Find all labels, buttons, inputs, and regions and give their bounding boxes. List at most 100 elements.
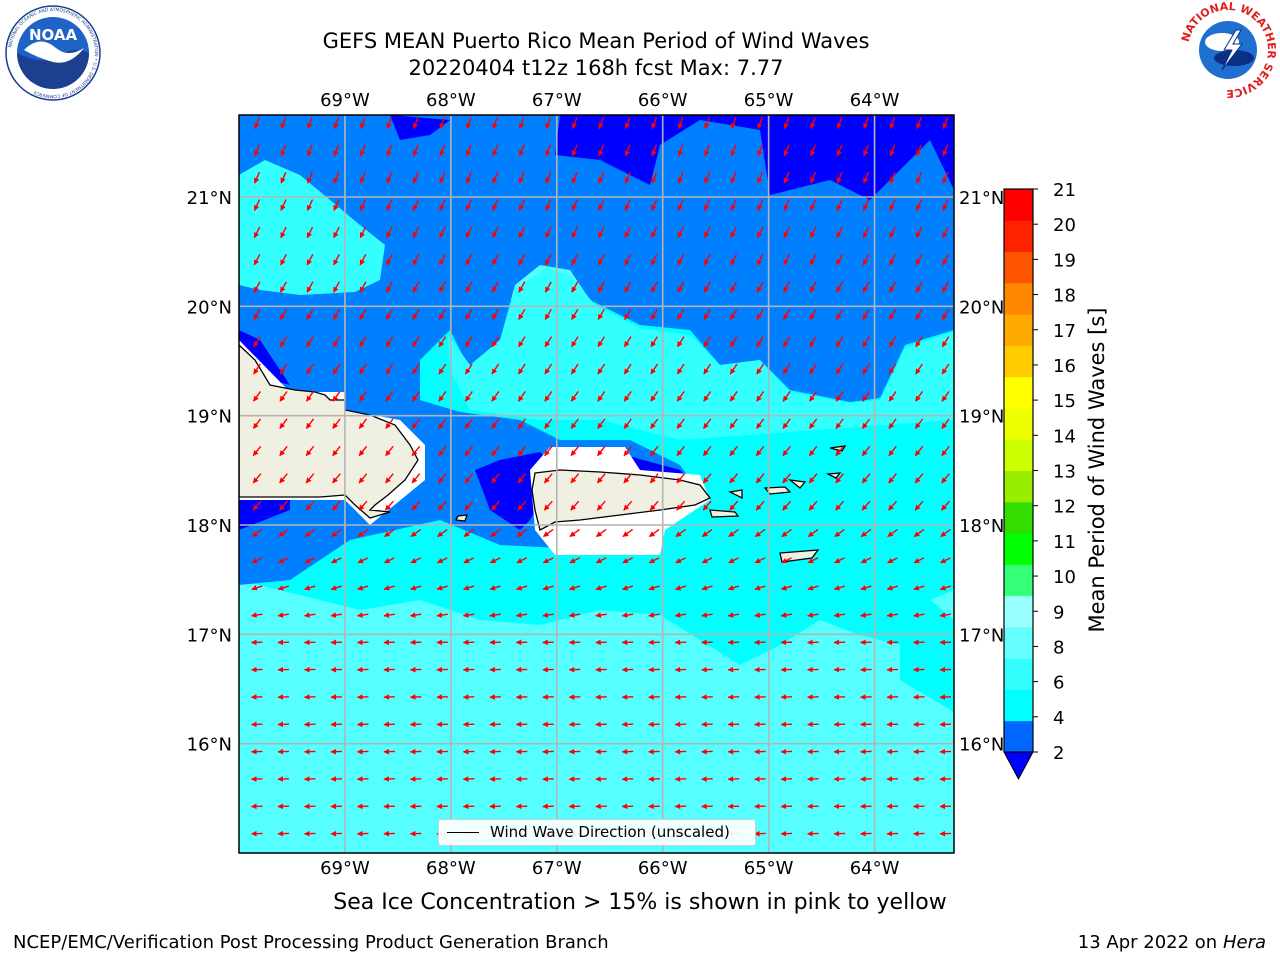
colorbar-tick-label: 19 [1053, 250, 1076, 271]
wave-direction-arrow [939, 585, 951, 591]
wave-direction-arrow [730, 199, 737, 211]
wave-direction-arrow [359, 336, 367, 348]
wave-direction-arrow [729, 308, 738, 320]
wave-direction-arrow [648, 585, 660, 591]
wave-direction-arrow [544, 391, 553, 402]
wave-direction-arrow [518, 117, 525, 130]
wave-direction-arrow [279, 500, 288, 511]
wave-direction-arrow [860, 557, 872, 564]
wave-direction-arrow [597, 336, 606, 348]
lon-tick-label: 68°W [426, 90, 476, 111]
wave-direction-arrow [544, 445, 553, 457]
wave-direction-arrow [465, 199, 473, 211]
land-virgin-islands [455, 445, 847, 563]
wave-direction-arrow [783, 226, 790, 239]
wave-direction-arrow [254, 117, 260, 130]
wave-direction-arrow [279, 281, 288, 293]
wave-direction-arrow [915, 281, 923, 293]
wave-direction-arrow [545, 144, 552, 157]
wave-direction-arrow [862, 254, 870, 266]
wave-direction-arrow [278, 557, 289, 564]
lon-tick-label: 65°W [744, 858, 794, 879]
wave-direction-arrow [438, 254, 446, 266]
wave-direction-arrow [386, 199, 393, 211]
wave-direction-arrow [727, 585, 740, 591]
map-legend: Wind Wave Direction (unscaled) [438, 819, 756, 846]
wave-direction-arrow [332, 391, 341, 402]
wave-direction-arrow [571, 171, 578, 184]
wave-direction-arrow [517, 445, 527, 457]
wave-direction-arrow [545, 226, 552, 239]
wave-direction-arrow [622, 528, 634, 538]
wave-direction-arrow [730, 144, 737, 157]
wave-direction-arrow [649, 473, 659, 484]
wave-direction-arrow [651, 117, 657, 130]
wave-direction-arrow [463, 557, 475, 564]
wave-direction-arrow [279, 363, 288, 375]
wave-direction-arrow [412, 336, 420, 348]
wave-direction-arrow [701, 612, 713, 618]
wave-direction-arrow [543, 500, 553, 511]
wave-direction-arrow [491, 418, 500, 429]
wave-direction-arrow [386, 226, 393, 239]
wave-direction-arrow [570, 391, 579, 402]
wave-direction-arrow [464, 445, 474, 457]
wave-direction-arrow [701, 528, 713, 538]
wave-direction-arrow [280, 171, 287, 184]
wave-direction-arrow [253, 171, 261, 184]
wave-direction-arrow [675, 528, 686, 538]
wave-direction-arrow [889, 254, 896, 266]
wave-direction-arrow [438, 391, 447, 402]
wave-direction-arrow [518, 144, 525, 157]
colorbar-segment [1004, 345, 1033, 378]
wave-direction-arrow [437, 500, 447, 511]
wave-direction-arrow [383, 612, 395, 618]
wave-direction-arrow [491, 308, 500, 320]
wave-direction-arrow [808, 500, 818, 511]
wave-direction-arrow [517, 391, 526, 402]
colorbar-segment [1004, 251, 1033, 284]
wave-direction-arrow [333, 117, 340, 130]
wave-direction-arrow [862, 281, 870, 293]
colorbar-segment [1004, 220, 1033, 253]
wave-direction-arrow [386, 144, 393, 157]
wave-direction-arrow [436, 557, 448, 564]
wave-direction-arrow [889, 117, 896, 130]
wave-direction-arrow [595, 528, 607, 538]
wave-direction-arrow [489, 585, 501, 591]
wave-direction-arrow [623, 336, 632, 348]
wave-direction-arrow [598, 144, 605, 157]
colorbar-tick-label: 9 [1053, 602, 1064, 623]
wave-direction-arrow [623, 418, 632, 429]
wave-direction-arrow [757, 144, 764, 157]
wave-direction-arrow [384, 528, 395, 538]
wave-direction-arrow [809, 336, 817, 348]
wave-direction-arrow [253, 336, 261, 348]
wave-direction-arrow [916, 117, 922, 130]
wave-direction-arrow [730, 281, 738, 293]
wave-direction-arrow [650, 281, 658, 293]
wave-direction-arrow [544, 281, 552, 293]
lat-tick-label: 19°N [187, 407, 232, 428]
wave-direction-arrow [411, 500, 421, 511]
wave-direction-arrow [492, 117, 499, 130]
wave-direction-arrow [886, 612, 899, 618]
wave-direction-arrow [411, 473, 421, 484]
wave-direction-arrow [280, 226, 287, 239]
wave-direction-arrow [888, 473, 897, 484]
wave-direction-arrow [889, 199, 896, 211]
wave-direction-arrow [676, 391, 685, 402]
wave-direction-arrow [254, 144, 260, 157]
wave-direction-arrow [412, 281, 420, 293]
wave-direction-arrow [727, 612, 740, 618]
wave-direction-arrow [677, 254, 685, 266]
colorbar-segment [1004, 626, 1033, 659]
colorbar-segment [1004, 376, 1033, 409]
wave-direction-arrow [305, 418, 315, 429]
noaa-logo-text: NOAA [29, 26, 78, 44]
wave-direction-arrow [780, 585, 793, 591]
wave-direction-arrow [385, 336, 394, 348]
wave-direction-arrow [916, 171, 923, 184]
wave-direction-arrow [833, 585, 846, 591]
wave-direction-arrow [280, 144, 287, 157]
